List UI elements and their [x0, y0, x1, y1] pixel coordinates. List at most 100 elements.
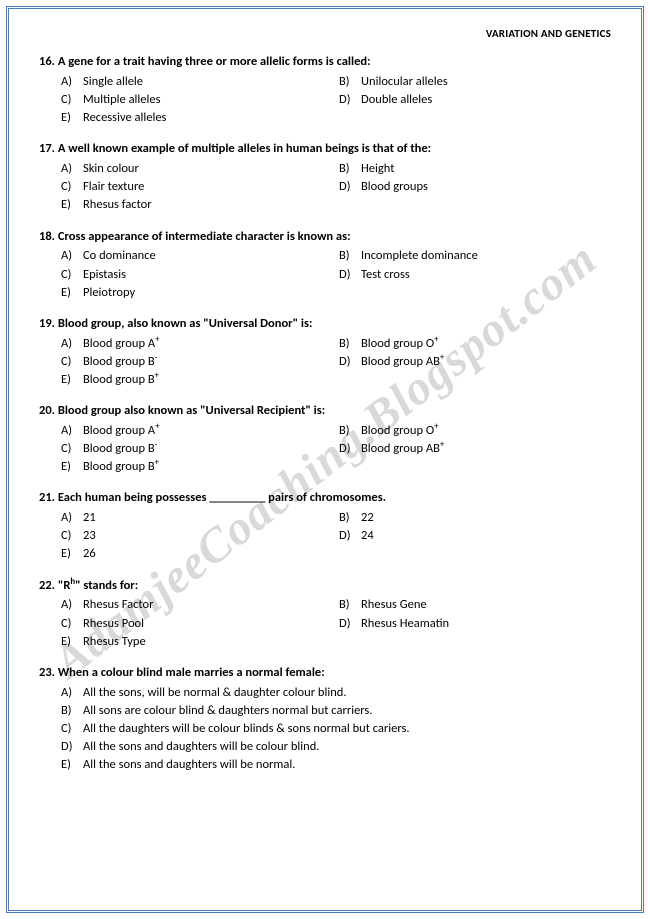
option-row: C)Blood group B-D)Blood group AB+ [61, 440, 611, 458]
option-text: Blood group O+ [361, 422, 438, 440]
option-text: All the sons, will be normal & daughter … [83, 684, 347, 702]
option: C)Rhesus Pool [61, 615, 339, 633]
option-text: All sons are colour blind & daughters no… [83, 702, 372, 720]
option: A)All the sons, will be normal & daughte… [61, 684, 611, 702]
option: C)Epistasis [61, 266, 339, 284]
option-letter: A) [61, 247, 83, 265]
option-letter: A) [61, 335, 83, 353]
option-text: All the sons and daughters will be colou… [83, 738, 319, 756]
option: A)Co dominance [61, 247, 339, 265]
option-letter: A) [61, 596, 83, 614]
options: A)Single alleleB)Unilocular allelesC)Mul… [39, 73, 611, 127]
question-text: 16. A gene for a trait having three or m… [39, 54, 611, 71]
option: A)21 [61, 509, 339, 527]
option-text: Rhesus Heamatin [361, 615, 449, 633]
option-letter: A) [61, 509, 83, 527]
option-letter: A) [61, 422, 83, 440]
options: A)Rhesus Factor B)Rhesus Gene C)Rhesus Poo… [39, 596, 611, 650]
option-letter: B) [339, 422, 361, 440]
option-text: Flair texture [83, 178, 144, 196]
option-letter: A) [61, 160, 83, 178]
option-row: A)21B)22 [61, 509, 611, 527]
option-text: Blood group B- [83, 440, 157, 458]
question: 23. When a colour blind male marries a n… [39, 665, 611, 775]
option-letter: B) [339, 596, 361, 614]
option-text: All the sons and daughters will be norma… [83, 756, 295, 774]
question: 19. Blood group, also known as "Universa… [39, 316, 611, 389]
option-row: E)Rhesus factor [61, 196, 611, 214]
option-letter: E) [61, 196, 83, 214]
option-text: Recessive alleles [83, 109, 166, 127]
option-letter: C) [61, 440, 83, 458]
option: C)Flair texture [61, 178, 339, 196]
option: B)All sons are colour blind & daughters … [61, 702, 611, 720]
option-letter: D) [339, 91, 361, 109]
option: A)Blood group A+ [61, 335, 339, 353]
option-text: Blood group O+ [361, 335, 438, 353]
content-area: VARIATION AND GENETICS 16. A gene for a … [39, 27, 611, 774]
option-row: C)Blood group B-D)Blood group AB+ [61, 353, 611, 371]
option-text: Blood group B+ [83, 371, 159, 389]
option-letter: B) [339, 247, 361, 265]
option-letter: E) [61, 633, 83, 651]
option-letter: B) [61, 702, 83, 720]
option: D)Rhesus Heamatin [339, 615, 449, 633]
option: E)All the sons and daughters will be nor… [61, 756, 611, 774]
option-letter: E) [61, 371, 83, 389]
option-text: Double alleles [361, 91, 432, 109]
option-text: 23 [83, 527, 96, 545]
option-letter: C) [61, 178, 83, 196]
option-text: Epistasis [83, 266, 126, 284]
option: E)Blood group B+ [61, 458, 339, 476]
question: 21. Each human being possesses _________… [39, 490, 611, 563]
option-row: E)Recessive alleles [61, 109, 611, 127]
option-text: 22 [361, 509, 374, 527]
option-letter: C) [61, 353, 83, 371]
question: 20. Blood group also known as "Universal… [39, 403, 611, 476]
question-text: 20. Blood group also known as "Universal… [39, 403, 611, 420]
option-letter: C) [61, 527, 83, 545]
option-text: Multiple alleles [83, 91, 161, 109]
option-row: A)Skin colour B)Height [61, 160, 611, 178]
option-row: C)23 D)24 [61, 527, 611, 545]
question-text: 21. Each human being possesses _________… [39, 490, 611, 507]
option: C)Blood group B- [61, 353, 339, 371]
question-text: 18. Cross appearance of intermediate cha… [39, 229, 611, 246]
option-letter: E) [61, 458, 83, 476]
option-row: E)Pleiotropy [61, 284, 611, 302]
option-text: All the daughters will be colour blinds … [83, 720, 410, 738]
option-letter: E) [61, 756, 83, 774]
option: C)Multiple alleles [61, 91, 339, 109]
option-row: E)Rhesus Type [61, 633, 611, 651]
option: D)All the sons and daughters will be col… [61, 738, 611, 756]
option: B)Height [339, 160, 394, 178]
option: A)Blood group A+ [61, 422, 339, 440]
option-text: Blood group A+ [83, 422, 159, 440]
option-row: C)EpistasisD)Test cross [61, 266, 611, 284]
option-text: Rhesus Gene [361, 596, 427, 614]
option: D)Test cross [339, 266, 410, 284]
option-letter: B) [339, 160, 361, 178]
question-text: 17. A well known example of multiple all… [39, 141, 611, 158]
option-row: E)Blood group B+ [61, 458, 611, 476]
option: D)24 [339, 527, 374, 545]
option-letter: C) [61, 720, 83, 738]
options: A)All the sons, will be normal & daughte… [39, 684, 611, 775]
option: E)Pleiotropy [61, 284, 339, 302]
option-text: Rhesus Type [83, 633, 146, 651]
option-text: Rhesus Pool [83, 615, 144, 633]
option-text: Rhesus Factor [83, 596, 153, 614]
option-text: Skin colour [83, 160, 139, 178]
option-text: Blood group A+ [83, 335, 159, 353]
question-text: 19. Blood group, also known as "Universa… [39, 316, 611, 333]
option-text: 26 [83, 545, 96, 563]
option-text: Co dominance [83, 247, 156, 265]
option-letter: D) [339, 353, 361, 371]
option-text: 21 [83, 509, 96, 527]
option: B)22 [339, 509, 374, 527]
option: D)Blood groups [339, 178, 428, 196]
option: B)Blood group O+ [339, 335, 438, 353]
options: A)Blood group A+B)Blood group O+C)Blood … [39, 422, 611, 476]
option: E)26 [61, 545, 339, 563]
option-letter: C) [61, 266, 83, 284]
